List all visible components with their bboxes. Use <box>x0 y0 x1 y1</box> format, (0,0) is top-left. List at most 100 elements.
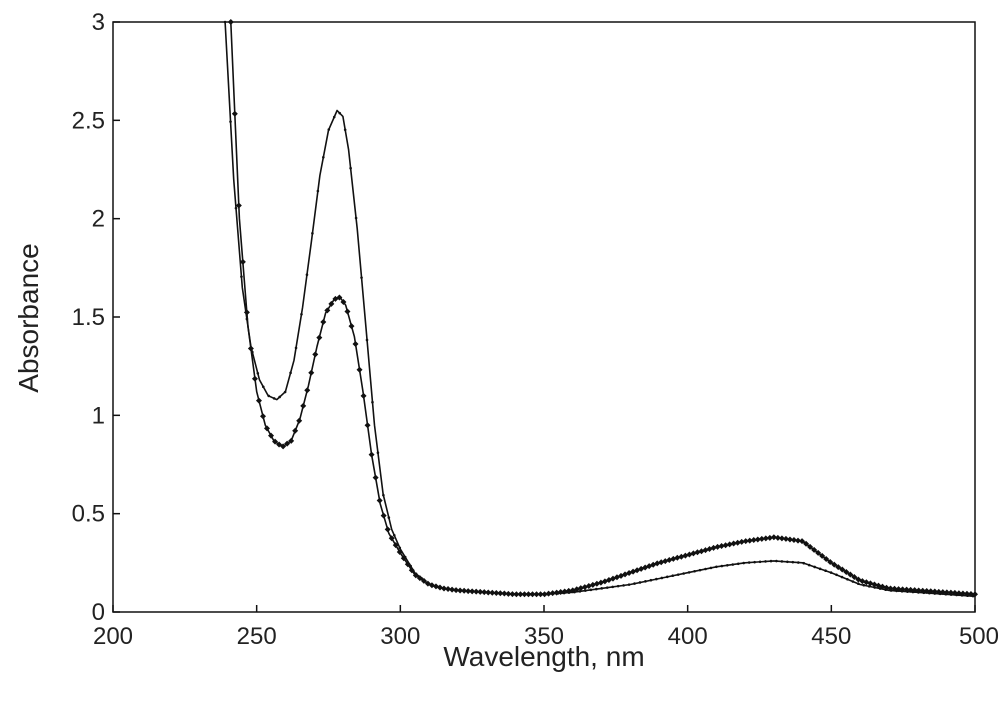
series-1-point <box>857 582 860 586</box>
series-1-point <box>687 571 691 574</box>
x-tick-label: 300 <box>380 623 420 650</box>
series-1-point <box>835 573 838 577</box>
series-1-point <box>272 397 276 400</box>
series-2-point <box>943 589 950 596</box>
series-2-point <box>505 590 512 597</box>
series-2-point <box>465 588 472 595</box>
series-1-point <box>846 577 849 581</box>
series-2-point <box>931 588 938 595</box>
series-2-point <box>843 569 850 576</box>
series-1-point <box>622 584 625 587</box>
series-2-point <box>336 294 343 301</box>
series-2-point <box>835 564 842 571</box>
series-1-point <box>627 583 631 586</box>
series-2-point <box>368 451 375 458</box>
x-tick-label: 500 <box>959 623 999 650</box>
series-1-point <box>223 20 227 24</box>
series-2-point <box>493 590 500 597</box>
series-2-point <box>360 392 367 399</box>
series-2-point <box>533 591 540 598</box>
series-2-point <box>517 591 524 598</box>
series-1-point <box>316 189 320 193</box>
series-2-point <box>264 425 271 432</box>
series-1-point <box>720 564 724 568</box>
series-2-point <box>477 588 484 595</box>
series-2-point <box>807 543 814 550</box>
series-2-point <box>718 543 725 550</box>
series-2-point <box>227 19 234 25</box>
series-2-point <box>742 538 749 545</box>
series-2-point <box>939 589 946 596</box>
series-2-point <box>722 542 729 549</box>
series-2-point <box>392 542 399 549</box>
series-1-point <box>775 559 778 563</box>
series-2-point <box>445 586 452 593</box>
series-2-point <box>356 366 363 373</box>
series-2-point <box>300 402 307 409</box>
series-2-point <box>923 587 930 594</box>
series-2-point <box>469 588 476 595</box>
series-2-point <box>762 535 769 542</box>
series-2-point <box>565 587 572 594</box>
series-2-point <box>790 537 797 544</box>
series-2-point <box>907 586 914 593</box>
series-1-point <box>327 128 331 131</box>
series-2-point <box>959 590 966 597</box>
series-2-point <box>324 307 331 314</box>
series-2-point <box>521 591 528 598</box>
series-1-point <box>354 216 358 220</box>
series-2-point <box>420 577 427 584</box>
series-2-point <box>750 537 757 544</box>
series-2-point <box>284 440 291 447</box>
series-2-point <box>831 561 838 568</box>
series-2-point <box>231 110 238 117</box>
series-2-point <box>963 590 970 597</box>
series-2-point <box>899 586 906 593</box>
series-2-point <box>400 555 407 562</box>
series-2-point <box>320 318 327 325</box>
x-tick-label: 350 <box>524 623 564 650</box>
series-1-point <box>322 156 325 159</box>
series-2-point <box>380 512 387 519</box>
series-1-point <box>655 577 658 581</box>
series-1-point <box>824 569 827 572</box>
series-2-point <box>372 474 379 481</box>
series-2-point <box>243 309 250 316</box>
series-2-point <box>770 534 777 541</box>
series-2-point <box>819 552 826 559</box>
series-2-point <box>903 586 910 593</box>
series-1-point <box>611 585 614 589</box>
y-tick-label: 2.5 <box>72 107 105 134</box>
series-2-point <box>561 588 568 595</box>
series-2-point <box>714 543 721 550</box>
series-2-point <box>557 589 564 596</box>
y-tick-label: 0 <box>92 599 105 626</box>
series-2-point <box>304 387 311 394</box>
series-2-point <box>795 537 802 544</box>
series-1-point <box>698 568 702 572</box>
series-2-point <box>376 497 383 504</box>
series-2-point <box>782 535 789 542</box>
series-1-point <box>605 586 609 589</box>
series-2-point <box>348 323 355 330</box>
series-2-point <box>746 537 753 544</box>
series-2-point <box>778 535 785 542</box>
y-axis-label: Absorbance <box>13 243 44 392</box>
series-1-point <box>371 400 374 404</box>
series-1-point <box>343 128 347 132</box>
series-2-point <box>541 591 548 598</box>
series-1-point <box>305 273 309 277</box>
series-1-point <box>786 560 789 564</box>
series-1-point <box>338 111 342 115</box>
series-1-point <box>649 578 653 582</box>
series-2-point <box>919 587 926 594</box>
series-1-point <box>289 371 292 375</box>
series-2-point <box>352 341 359 348</box>
series-1-point <box>829 571 833 574</box>
series-2-point <box>786 536 793 543</box>
series-1-point <box>267 394 271 398</box>
x-tick-label: 400 <box>668 623 708 650</box>
series-2-point <box>955 590 962 597</box>
series-1-point <box>633 582 636 585</box>
series-2-point <box>851 573 858 580</box>
